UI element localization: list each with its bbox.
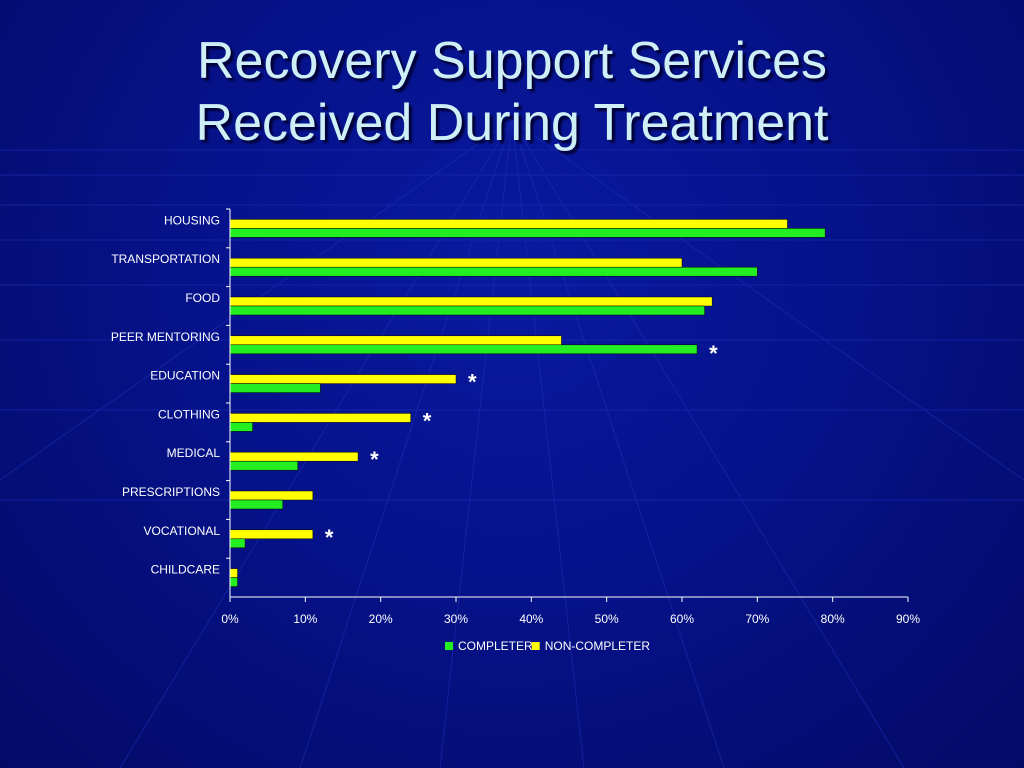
bar-completer [229, 422, 253, 432]
significance-marker: * [370, 447, 379, 472]
bar-non-completer [229, 257, 683, 268]
category-label: PRESCRIPTIONS [122, 485, 220, 499]
slide-title: Recovery Support Services Received Durin… [0, 30, 1024, 154]
category-label: PEER MENTORING [111, 330, 220, 344]
bar-non-completer [229, 413, 412, 423]
bar-completer [229, 305, 705, 316]
category-label: EDUCATION [150, 369, 220, 383]
x-tick-label: 10% [293, 612, 317, 626]
significance-marker: * [423, 408, 432, 433]
x-tick-label: 60% [670, 612, 694, 626]
legend-label: COMPLETER [458, 639, 533, 653]
x-tick-label: 90% [896, 612, 920, 626]
category-label: CLOTHING [158, 407, 220, 421]
legend-label: NON-COMPLETER [545, 639, 651, 653]
x-tick-label: 30% [444, 612, 468, 626]
x-tick-label: 70% [745, 612, 769, 626]
bar-completer [229, 344, 698, 355]
bar-non-completer [229, 568, 238, 578]
legend-swatch [531, 642, 540, 650]
bar-non-completer [229, 490, 314, 501]
bar-completer [229, 383, 321, 393]
x-tick-label: 20% [369, 612, 393, 626]
bar-completer [229, 266, 758, 277]
category-label: FOOD [185, 291, 220, 305]
bar-non-completer [229, 335, 562, 346]
bar-completer [229, 538, 246, 549]
category-label: TRANSPORTATION [111, 252, 220, 266]
bar-non-completer [229, 374, 457, 384]
category-label: MEDICAL [167, 446, 221, 460]
slide-title-line-2: Received During Treatment [195, 94, 829, 152]
bar-completer [229, 499, 283, 510]
bar-non-completer [229, 296, 713, 307]
significance-marker: * [709, 341, 718, 366]
category-label: CHILDCARE [151, 563, 220, 577]
significance-marker: * [325, 525, 334, 550]
bar-completer [229, 577, 238, 587]
x-tick-label: 40% [519, 612, 543, 626]
bar-completer [229, 228, 826, 238]
legend-swatch [445, 642, 453, 650]
category-label: VOCATIONAL [144, 524, 221, 538]
bar-completer [229, 460, 299, 471]
bar-non-completer [229, 219, 788, 229]
bar-non-completer [229, 529, 314, 540]
category-label: HOUSING [164, 213, 220, 227]
slide-title-line-1: Recovery Support Services [196, 32, 828, 90]
bar-non-completer [229, 451, 359, 462]
x-tick-label: 80% [821, 612, 845, 626]
x-tick-label: 0% [221, 612, 239, 626]
significance-marker: * [468, 370, 477, 395]
x-tick-label: 50% [595, 612, 619, 626]
